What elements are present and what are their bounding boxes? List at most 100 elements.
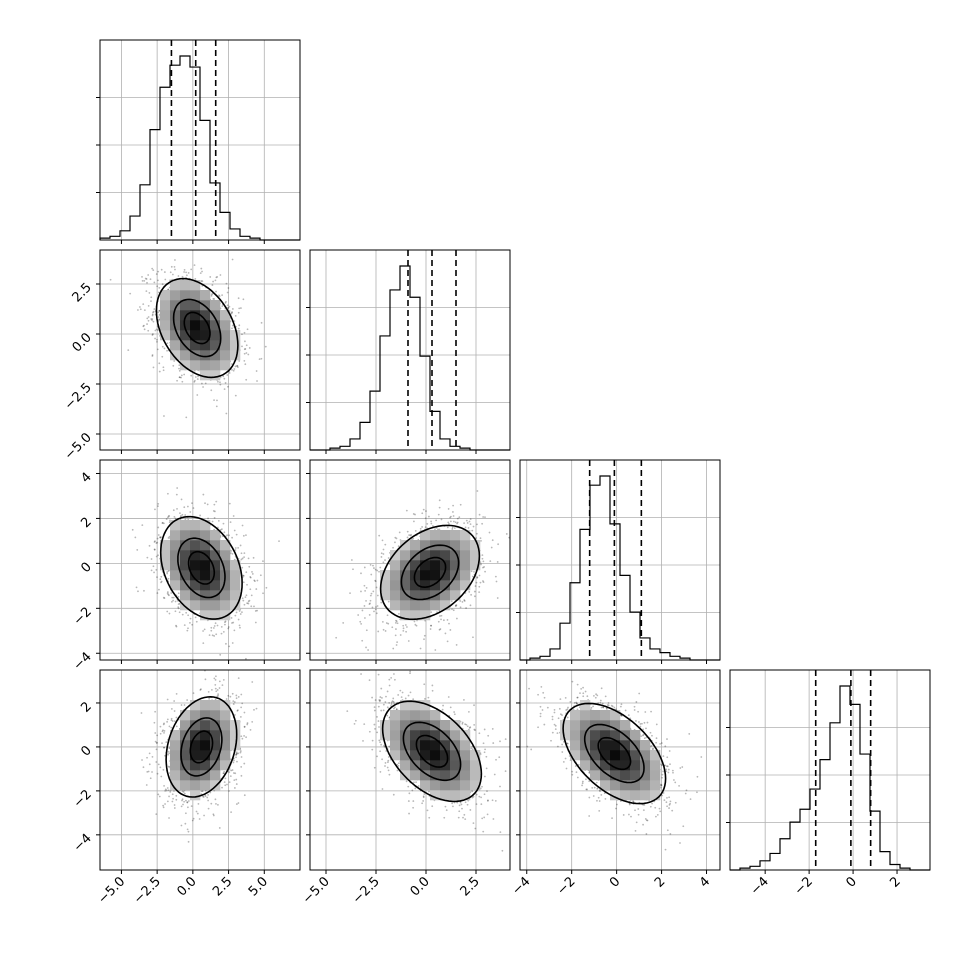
scatter-point [173,265,176,268]
scatter-point [452,504,455,507]
density-cell [200,290,211,301]
scatter-point [342,622,345,624]
scatter-point [365,599,367,602]
scatter-point [172,509,175,512]
scatter-point [243,552,246,555]
scatter-point [151,314,154,317]
scatter-point [172,596,175,599]
density-cell [160,320,171,331]
scatter-point [240,558,243,561]
scatter-point [374,568,377,571]
density-cell [220,310,231,321]
scatter-point [426,522,429,525]
scatter-point [109,278,112,281]
scatter-point [421,526,423,528]
scatter-point [178,376,181,379]
scatter-point [217,693,220,696]
scatter-point [387,557,390,559]
scatter-point [175,794,178,797]
scatter-point [230,550,232,552]
density-cell [180,580,191,591]
scatter-point [171,800,174,803]
scatter-point [247,600,250,603]
scatter-point [452,520,455,523]
scatter-point [227,385,229,388]
scatter-point [147,274,150,276]
scatter-point [164,278,167,281]
scatter-point [378,534,381,537]
scatter-point [465,519,468,522]
scatter-point [381,620,384,623]
scatter-point [246,723,249,726]
density-cell [220,350,231,361]
scatter-point [192,507,195,509]
scatter-point [255,370,258,372]
density-cell [210,300,221,311]
scatter-point [183,271,185,273]
scatter-point [175,493,178,496]
scatter-point [394,541,396,544]
scatter-point [231,368,233,371]
scatter-point [438,628,441,631]
scatter-point [232,369,235,372]
histogram-panel-1 [306,249,511,454]
scatter-point [494,575,497,578]
scatter-point [473,570,475,573]
density-cell [430,600,441,611]
scatter-point [243,735,245,737]
density-cell [200,330,211,341]
scatter-point [204,502,206,505]
scatter-point [224,301,227,304]
density-cell [450,550,461,561]
scatter-point [219,653,222,656]
scatter-point [206,503,209,506]
scatter-point [459,600,462,602]
scatter-point [414,513,416,516]
scatter-point [160,580,163,583]
scatter-point [449,629,452,631]
density-cell [170,540,181,551]
scatter-point [134,536,137,539]
scatter-point [216,399,218,402]
scatter-point [349,592,351,595]
density-cell [410,610,421,621]
scatter-point [181,380,184,383]
scatter-point [248,565,251,568]
scatter-point [174,600,177,603]
scatter-point [156,772,159,775]
scatter-point [149,278,152,281]
scatter-point [396,622,399,625]
density-cell [420,560,431,571]
density-cell [180,590,191,601]
scatter-point [453,527,456,529]
scatter-point [185,611,188,614]
density-cell [390,590,401,601]
scatter-point [147,304,150,307]
scatter-point [471,529,474,532]
scatter-point [197,802,200,805]
scatter-point [152,269,155,272]
scatter-point [231,324,234,327]
scatter-point [215,500,218,503]
scatter-point [221,528,223,531]
scatter-point [155,568,158,571]
scatter-point [250,605,253,608]
scatter-point [469,604,472,607]
scatter-point [458,516,461,519]
scatter-point [476,576,479,579]
scatter-point [219,381,221,384]
scatter-point [409,534,412,537]
density-cell [190,330,201,341]
scatter-point [212,280,215,283]
scatter-point [253,605,255,608]
panel-frame [99,39,301,241]
scatter-point [212,510,215,512]
density-panel-0-3: −5.0 −2.5 0.0 2.5 5.0−4−202 [71,669,301,907]
scatter-point [146,317,149,320]
scatter-point [463,599,466,601]
scatter-point [153,548,156,551]
scatter-point [173,807,176,809]
scatter-point [187,627,189,630]
scatter-point [235,611,238,614]
scatter-point [219,274,222,276]
